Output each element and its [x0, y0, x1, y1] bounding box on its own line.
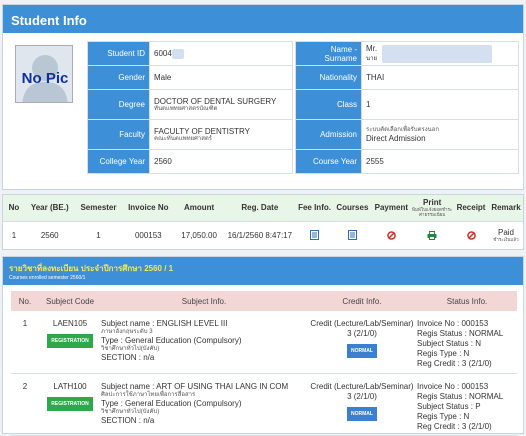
printer-icon: [427, 230, 437, 240]
table-row: 1 LAEN105 REGISTRATION Subject name : EN…: [11, 311, 517, 374]
cancel-circle-icon: [466, 231, 476, 240]
registration-table: No. Subject Code Subject Info. Credit In…: [11, 291, 517, 436]
student-info-panel: Student Info No Pic Student ID 6004 Gend…: [2, 4, 524, 190]
col-subject-code: Subject Code: [39, 291, 101, 311]
no-pic-label: No Pic: [21, 70, 69, 87]
payment-semester: 1: [74, 220, 123, 249]
payment-remark: Paid ชำระเงินแล้ว: [488, 220, 523, 249]
col-subject-info: Subject Info.: [101, 291, 307, 311]
nationality-value: THAI: [361, 65, 519, 90]
course-year-value: 2555: [361, 149, 519, 174]
payment-panel: No Year (BE.) Semester Invoice No Amount…: [2, 194, 524, 250]
class-label: Class: [295, 89, 362, 120]
normal-badge: NORMAL: [347, 344, 377, 358]
reg-row-no: 2: [11, 373, 39, 436]
payment-row: 1 2560 1 000153 17,050.00 16/1/2560 8:47…: [3, 220, 523, 249]
college-year-label: College Year: [87, 149, 150, 174]
subject-code-cell: LATH100 REGISTRATION: [39, 373, 101, 436]
gender-value: Male: [149, 65, 293, 90]
payment-table: No Year (BE.) Semester Invoice No Amount…: [3, 195, 523, 249]
document-icon: [310, 230, 320, 241]
subject-info-cell: Subject name : ART OF USING THAI LANG IN…: [101, 373, 307, 436]
subject-info-cell: Subject name : ENGLISH LEVEL III ภาษาอัง…: [101, 311, 307, 374]
col-remark: Remark: [488, 195, 523, 221]
class-value: 1: [361, 89, 519, 120]
student-info-title: Student Info: [3, 5, 523, 33]
status-info-cell: Invoice No : 000153 Regis Status : NORMA…: [417, 373, 517, 436]
student-photo: No Pic: [15, 45, 73, 103]
student-id-label: Student ID: [87, 41, 150, 66]
registration-title: รายวิชาที่ลงทะเบียน ประจำปีการศึกษา 2560…: [9, 264, 174, 273]
nationality-label: Nationality: [295, 65, 362, 90]
col-receipt: Receipt: [453, 195, 489, 221]
cancel-circle-icon: [387, 231, 396, 240]
name-label: Name - Surname: [295, 41, 362, 66]
col-fee-info: Fee Info.: [295, 195, 334, 221]
col-amount: Amount: [174, 195, 225, 221]
payment-year: 2560: [24, 220, 75, 249]
subject-code: LAEN105: [52, 319, 88, 328]
student-id-value: 6004: [149, 41, 293, 66]
col-payment: Payment: [371, 195, 412, 221]
college-year-value: 2560: [149, 149, 293, 174]
table-row: 2 LATH100 REGISTRATION Subject name : AR…: [11, 373, 517, 436]
col-no: No: [3, 195, 25, 221]
degree-label: Degree: [87, 89, 150, 120]
col-year: Year (BE.): [24, 195, 75, 221]
payment-invoice: 000153: [122, 220, 175, 249]
faculty-label: Faculty: [87, 119, 150, 150]
status-info-cell: Invoice No : 000153 Regis Status : NORMA…: [417, 311, 517, 374]
registration-header: รายวิชาที่ลงทะเบียน ประจำปีการศึกษา 2560…: [3, 257, 523, 285]
col-print: Print พิมพ์ใบแจ้งยอดชำระค่าธรรมเนียม: [411, 195, 454, 221]
payment-header-row: No Year (BE.) Semester Invoice No Amount…: [3, 195, 523, 221]
payment-reg-date: 16/1/2560 8:47:17: [224, 220, 296, 249]
col-reg-no: No.: [11, 291, 39, 311]
credit-info-cell: Credit (Lecture/Lab/Seminar) 3 (2/1/0) N…: [307, 311, 417, 374]
admission-value: ระบบคัดเลือกเพื่อรับตรงนอก Direct Admiss…: [361, 119, 519, 150]
faculty-value: FACULTY OF DENTISTRY คณะทันตแพทยศาสตร์: [149, 119, 293, 150]
document-icon: [347, 230, 357, 241]
gender-label: Gender: [87, 65, 150, 90]
student-info-right-table: Name - Surname Mr. นาย Nationality THAI …: [295, 41, 519, 174]
registration-badge: REGISTRATION: [47, 396, 93, 411]
registration-header-row: No. Subject Code Subject Info. Credit In…: [11, 291, 517, 311]
normal-badge: NORMAL: [347, 406, 377, 421]
col-courses: Courses: [333, 195, 372, 221]
receipt-button[interactable]: [453, 220, 489, 249]
name-value: Mr. นาย: [361, 41, 519, 66]
registration-panel: รายวิชาที่ลงทะเบียน ประจำปีการศึกษา 2560…: [2, 256, 524, 436]
admission-label: Admission: [295, 119, 362, 150]
registration-subtitle: Courses enrolled semester 2560/1: [9, 275, 86, 281]
registration-badge: REGISTRATION: [47, 334, 93, 348]
payment-amount: 17,050.00: [174, 220, 225, 249]
subject-code-cell: LAEN105 REGISTRATION: [39, 311, 101, 374]
print-button[interactable]: [411, 220, 454, 249]
reg-row-no: 1: [11, 311, 39, 374]
credit-info-cell: Credit (Lecture/Lab/Seminar) 3 (2/1/0) N…: [307, 373, 417, 436]
payment-button[interactable]: [371, 220, 412, 249]
payment-no: 1: [3, 220, 25, 249]
col-credit-info: Credit Info.: [307, 291, 417, 311]
student-info-left-table: Student ID 6004 Gender Male Degree DOCTO…: [87, 41, 293, 174]
subject-code: LATH100: [53, 381, 87, 391]
col-status-info: Status Info.: [417, 291, 517, 311]
col-invoice: Invoice No: [122, 195, 175, 221]
fee-info-button[interactable]: [295, 220, 334, 249]
col-reg-date: Reg. Date: [224, 195, 296, 221]
avatar-silhouette-icon: [16, 46, 72, 102]
courses-button[interactable]: [333, 220, 372, 249]
col-semester: Semester: [74, 195, 123, 221]
degree-value: DOCTOR OF DENTAL SURGERY ทันตแพทยศาสตรบั…: [149, 89, 293, 120]
course-year-label: Course Year: [295, 149, 362, 174]
